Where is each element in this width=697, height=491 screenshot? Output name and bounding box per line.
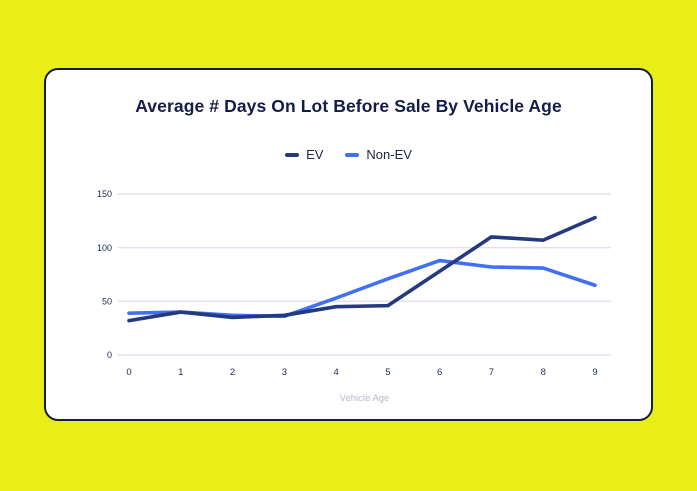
- chart-title: Average # Days On Lot Before Sale By Veh…: [135, 96, 562, 116]
- x-tick-label: 4: [333, 367, 338, 378]
- x-tick-label: 5: [385, 367, 390, 378]
- y-tick-label: 100: [97, 243, 112, 253]
- series-line-ev: [127, 215, 597, 323]
- x-tick-label: 9: [592, 367, 597, 378]
- chart-card: Average # Days On Lot Before Sale By Veh…: [44, 68, 653, 421]
- x-tick-label: 2: [230, 367, 235, 378]
- x-tick-label: 6: [437, 367, 442, 378]
- series-line-non-ev: [127, 258, 597, 319]
- x-tick-label: 8: [541, 367, 546, 378]
- x-tick-label: 3: [282, 367, 287, 378]
- x-tick-label: 0: [126, 367, 131, 378]
- line-chart: 0 50 100 150 0 1 2 3 4 5 6 7 8 9 Vehicle Age: [97, 189, 611, 404]
- y-tick-label: 150: [97, 189, 112, 199]
- legend-item-non-ev[interactable]: Non-EV: [345, 147, 412, 162]
- x-tick-label: 1: [178, 367, 183, 378]
- x-tick-label: 7: [489, 367, 494, 378]
- chart-legend: EV Non-EV: [46, 147, 651, 162]
- legend-label-non-ev: Non-EV: [366, 147, 412, 162]
- y-tick-label: 50: [102, 297, 112, 307]
- x-axis-label: Vehicle Age: [340, 393, 390, 404]
- legend-swatch-ev-icon: [285, 152, 300, 157]
- legend-swatch-non-ev-icon: [345, 152, 360, 157]
- y-tick-label: 0: [107, 350, 112, 360]
- legend-item-ev[interactable]: EV: [285, 147, 323, 162]
- legend-label-ev: EV: [306, 147, 324, 162]
